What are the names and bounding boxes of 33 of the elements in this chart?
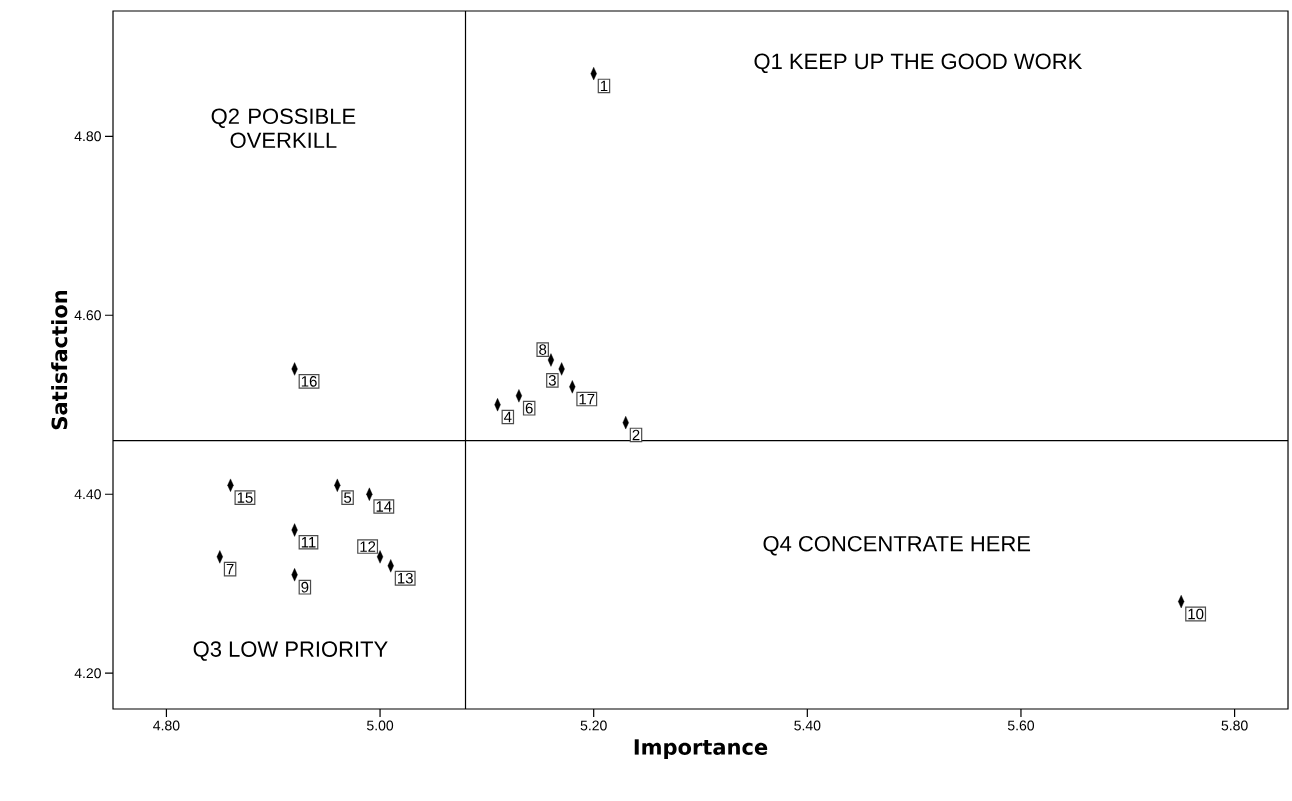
annotation: 14 <box>376 501 392 512</box>
annotation: 2 <box>632 429 640 441</box>
annotation: 17 <box>579 393 595 405</box>
annotation: Q4 CONCENTRATE HERE <box>763 535 1031 556</box>
annotation: 16 <box>301 376 317 387</box>
annotation: Q2 POSSIBLE OVERKILL <box>211 108 356 149</box>
annotation: Q1 KEEP UP THE GOOD WORK <box>754 53 1083 74</box>
x-tick-label: 5.60 <box>1007 720 1035 731</box>
y-tick-label: 4.40 <box>74 489 101 500</box>
x-tick-label: 4.80 <box>153 720 180 731</box>
annotation: 9 <box>301 581 309 593</box>
annotation: 11 <box>301 537 316 548</box>
x-axis-title: Importance <box>634 739 768 759</box>
annotation: 10 <box>1188 608 1204 620</box>
y-tick-label: 4.20 <box>74 668 101 679</box>
annotation: 5 <box>344 492 352 503</box>
annotation: Q3 LOW PRIORITY <box>193 641 388 661</box>
y-axis-title: Satisfaction <box>51 290 68 430</box>
annotation: 13 <box>397 572 413 584</box>
annotation: 1 <box>600 80 608 92</box>
annotation: 6 <box>525 402 533 414</box>
x-tick-label: 5.80 <box>1221 720 1248 731</box>
y-tick-label: 4.80 <box>74 131 101 142</box>
annotation: 4 <box>504 411 512 423</box>
annotation: 3 <box>548 375 556 386</box>
x-tick-label: 5.40 <box>794 720 821 731</box>
annotation: 15 <box>237 492 253 503</box>
annotation: 8 <box>539 344 547 355</box>
annotation: 12 <box>360 541 376 552</box>
y-tick-label: 4.60 <box>74 310 101 321</box>
x-tick-label: 5.00 <box>366 720 394 731</box>
x-tick-label: 5.20 <box>580 720 607 731</box>
annotation: 7 <box>226 563 234 575</box>
